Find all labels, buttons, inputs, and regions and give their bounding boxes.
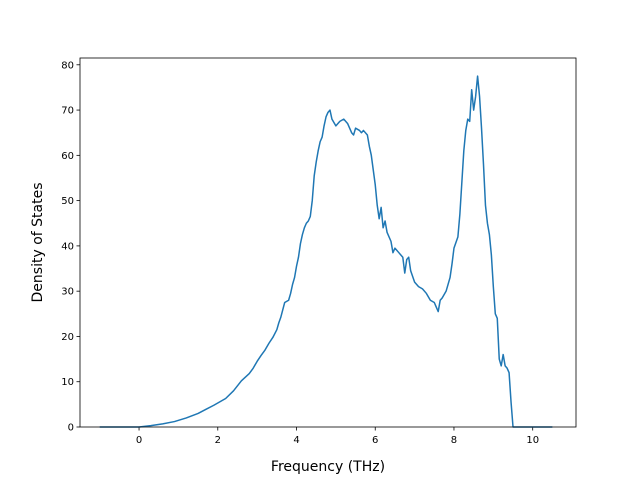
x-tick-label: 4 [293, 435, 299, 446]
x-tick-label: 6 [372, 435, 378, 446]
y-tick-label: 0 [68, 423, 74, 434]
x-tick-label: 0 [136, 435, 142, 446]
x-axis-title: Frequency (THz) [271, 459, 385, 475]
y-axis-title: Density of States [30, 183, 46, 303]
dos-series-line [99, 75, 553, 428]
y-tick-label: 20 [61, 332, 74, 343]
x-tick-label: 10 [526, 435, 539, 446]
y-tick-label: 70 [61, 106, 74, 117]
y-tick-label: 50 [61, 196, 74, 207]
y-tick-label: 60 [61, 151, 74, 162]
x-tick-label: 2 [215, 435, 221, 446]
y-tick-label: 80 [61, 60, 74, 71]
plot-area [99, 75, 553, 428]
x-tick-label: 8 [451, 435, 457, 446]
axis-ticks: 0 2 4 6 8 10 0 10 20 30 40 50 60 70 80 [61, 60, 539, 446]
y-tick-label: 10 [61, 377, 74, 388]
plot-frame [79, 57, 577, 428]
y-tick-label: 30 [61, 287, 74, 298]
y-tick-label: 40 [61, 241, 74, 252]
